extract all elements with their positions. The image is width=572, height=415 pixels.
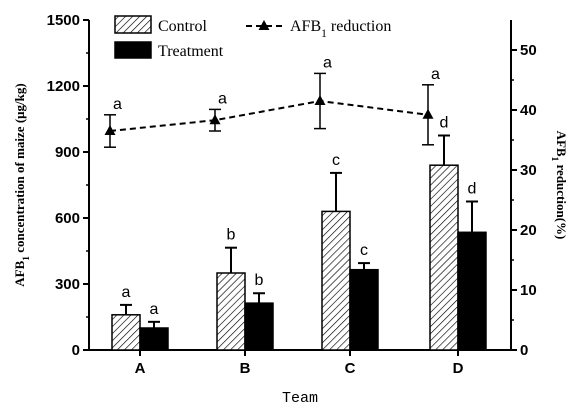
significance-label: d [440,115,449,132]
y-right-tick-label: 0 [520,342,528,359]
y-axis-title-right-rest: reduction(%) [554,161,569,239]
legend-reduction-part-2: reduction [327,18,391,35]
legend-swatch-treatment [114,41,152,59]
legend-reduction-part-0: AFB [290,18,321,35]
line-marker [314,95,326,105]
x-tick-label: A [135,360,146,377]
legend-line-marker [258,20,270,30]
significance-label: c [360,242,368,259]
y-left-tick-label: 300 [55,276,80,293]
control-bar [321,210,351,351]
significance-label: b [227,227,236,244]
reduction-line [109,99,429,132]
line-significance-label: a [113,96,122,113]
line-significance-label: a [431,66,440,83]
axis-titles: AFB1 concentration of maize (μg/kg) AFB1 … [12,83,569,407]
significance-label: a [122,284,131,301]
line-layer: a a a a [104,54,440,148]
x-tick-label: D [453,360,464,377]
y-axis-title-left-main: AFB [12,260,27,286]
control-bar [216,272,246,351]
y-axis-title-left-rest: concentration of maize (μg/kg) [12,83,27,256]
legend-label-reduction: AFB1 reduction [290,18,391,40]
control-bar [111,314,141,351]
treatment-bar [139,327,169,351]
y-left-tick-label: 600 [55,210,80,227]
y-left-tick-label: 0 [72,342,80,359]
y-axis-title-left: AFB1 concentration of maize (μg/kg) [12,83,32,286]
y-right-tick-label: 20 [520,222,537,239]
y-axis-title-right: AFB1 reduction(%) [549,131,569,240]
y-right-tick-label: 30 [520,162,537,179]
legend-label-control: Control [158,18,207,35]
treatment-bar [457,231,487,351]
y-left-tick-label: 1500 [47,12,80,29]
y-left-tick-label: 900 [55,144,80,161]
legend-swatch-control [114,15,152,34]
y-right-tick-label: 50 [520,42,537,59]
line-marker [422,108,434,119]
y-axis-title-right-main: AFB [554,131,569,157]
treatment-bar [244,302,274,351]
significance-label: d [468,181,477,198]
x-tick-label: C [345,360,356,377]
significance-label: c [332,152,340,169]
significance-label: a [150,301,159,318]
line-significance-label: a [323,54,332,71]
legend-reduction-part-1: 1 [321,28,327,40]
y-right-tick-label: 10 [520,282,537,299]
y-axis-title-right-sub: 1 [549,157,559,162]
treatment-bar [349,268,379,351]
bars-layer: a b c d a b c d [111,115,487,351]
legend-label-treatment: Treatment [158,43,224,60]
y-left-tick-label: 1200 [47,78,80,95]
significance-label: b [255,272,264,289]
line-significance-label: a [218,90,227,107]
x-tick-label: B [240,360,251,377]
x-axis-title: Team [282,390,318,407]
line-marker [209,114,221,125]
y-axis-title-left-sub: 1 [22,256,32,261]
y-right-tick-label: 40 [520,102,537,119]
line-marker [104,125,116,135]
legend: Control Treatment AFB1 reduction [114,15,391,60]
control-bar [429,164,459,351]
